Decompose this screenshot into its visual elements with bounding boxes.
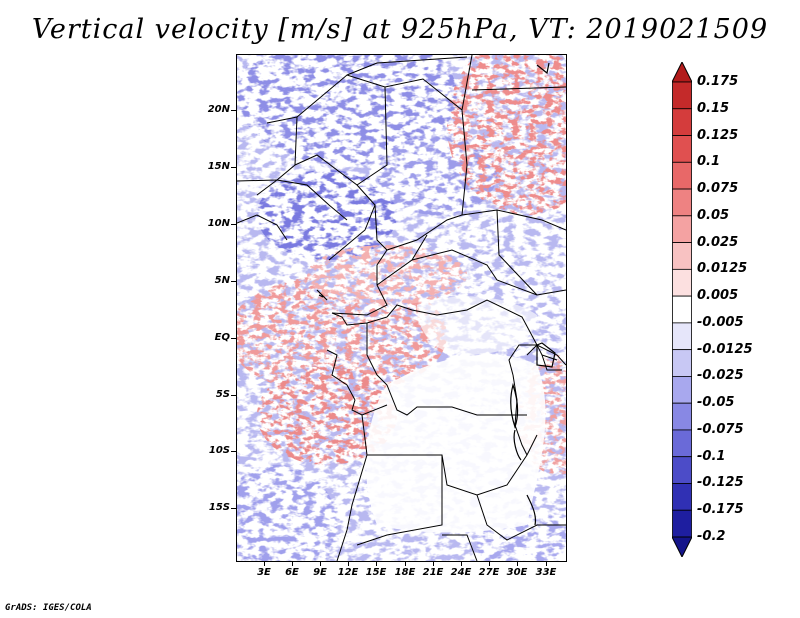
- colorbar-label: 0.125: [697, 127, 739, 143]
- lat-tick: [231, 281, 236, 282]
- colorbar-swatch: [672, 429, 692, 458]
- colorbar-label: -0.0125: [697, 341, 753, 357]
- colorbar-label: 0.1: [697, 154, 721, 170]
- lon-tick: [264, 561, 265, 566]
- lon-tick: [461, 561, 462, 566]
- colorbar: [672, 62, 692, 557]
- country-borders: [237, 55, 566, 561]
- lon-tick: [489, 561, 490, 566]
- lon-label: 6E: [285, 567, 299, 578]
- colorbar-label: -0.175: [697, 502, 744, 518]
- colorbar-label: -0.2: [697, 529, 726, 544]
- lon-label: 33E: [535, 567, 557, 578]
- lat-label: EQ: [214, 332, 230, 343]
- colorbar-swatch: [672, 456, 692, 484]
- lon-label: 27E: [478, 567, 500, 578]
- lon-tick: [546, 561, 547, 566]
- neutral-velocity-region: [366, 296, 546, 533]
- lat-label: 5N: [214, 275, 230, 286]
- lon-label: 12E: [337, 567, 359, 578]
- lon-label: 21E: [422, 567, 444, 578]
- lat-label: 15S: [208, 502, 230, 513]
- lon-label: 18E: [394, 567, 416, 578]
- lon-label: 15E: [365, 567, 387, 578]
- lat-tick: [231, 508, 236, 509]
- colorbar-label: -0.025: [697, 368, 744, 384]
- colorbar-swatch: [672, 135, 692, 163]
- chart-title: Vertical velocity [m/s] at 925hPa, VT: 2…: [31, 14, 769, 45]
- colorbar-swatch: [672, 242, 692, 270]
- colorbar-label: 0.025: [697, 234, 739, 250]
- colorbar-top-triangle: [672, 62, 692, 83]
- colorbar-label: -0.075: [697, 421, 744, 437]
- colorbar-swatch: [672, 509, 692, 538]
- colorbar-label: -0.125: [697, 475, 744, 491]
- colorbar-swatch: [672, 349, 692, 377]
- colorbar-label: 0.15: [697, 100, 730, 116]
- lat-tick: [231, 395, 236, 396]
- colorbar-label: 0.175: [697, 74, 739, 89]
- lat-tick: [231, 224, 236, 225]
- lat-tick: [231, 167, 236, 168]
- lon-label: 24E: [450, 567, 472, 578]
- lon-tick: [517, 561, 518, 566]
- lat-label: 10N: [207, 218, 230, 229]
- map-panel: [236, 54, 567, 562]
- lat-tick: [231, 451, 236, 452]
- colorbar-swatch: [672, 376, 692, 404]
- colorbar-bottom-triangle: [672, 536, 692, 557]
- lon-tick: [348, 561, 349, 566]
- colorbar-swatch: [672, 108, 692, 136]
- velocity-field-map: [237, 55, 566, 561]
- colorbar-swatch: [672, 402, 692, 431]
- lat-label: 20N: [207, 104, 230, 115]
- colorbar-swatch: [672, 483, 692, 511]
- colorbar-swatch: [672, 188, 692, 217]
- colorbar-label: 0.0125: [697, 261, 748, 277]
- lon-tick: [292, 561, 293, 566]
- lat-label: 5S: [215, 389, 230, 400]
- colorbar-swatch: [672, 295, 692, 324]
- colorbar-swatch: [672, 215, 692, 243]
- software-credit: GrADS: IGES/COLA: [5, 603, 92, 613]
- colorbar-label: 0.075: [697, 181, 739, 197]
- lat-tick: [231, 338, 236, 339]
- lon-label: 3E: [257, 567, 271, 578]
- colorbar-label: -0.05: [697, 395, 735, 411]
- colorbar-swatch: [672, 268, 692, 297]
- colorbar-swatch: [672, 161, 692, 190]
- lon-tick: [433, 561, 434, 566]
- colorbar-label: 0.05: [697, 207, 730, 223]
- lon-tick: [405, 561, 406, 566]
- lakes: [316, 62, 556, 526]
- lat-label: 15N: [207, 161, 230, 172]
- colorbar-swatch: [672, 81, 692, 110]
- lat-tick: [231, 110, 236, 111]
- lat-label: 10S: [208, 445, 230, 456]
- lon-label: 30E: [506, 567, 528, 578]
- colorbar-label: -0.1: [697, 448, 726, 464]
- lon-tick: [320, 561, 321, 566]
- colorbar-swatch: [672, 322, 692, 351]
- lon-label: 9E: [313, 567, 327, 578]
- colorbar-label: 0.005: [697, 288, 739, 304]
- colorbar-label: -0.005: [697, 314, 744, 330]
- lon-tick: [376, 561, 377, 566]
